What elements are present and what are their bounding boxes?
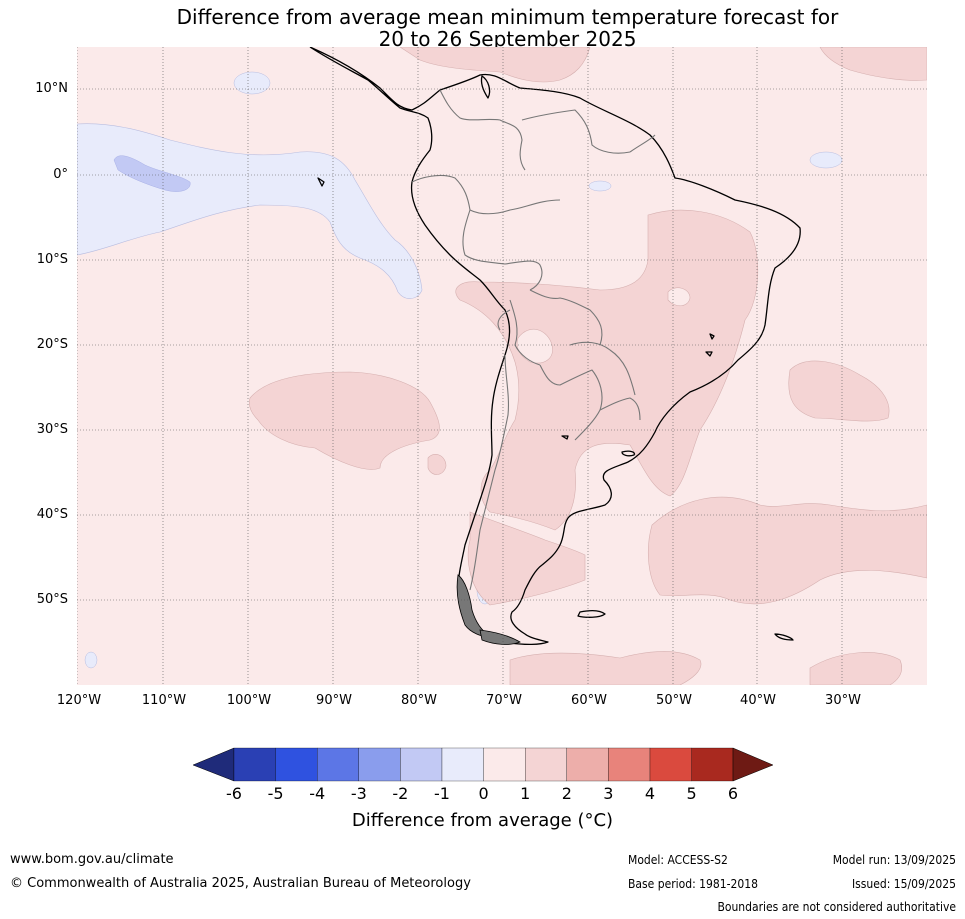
colorbar-swatch: [649, 747, 692, 782]
lat-label-20S: 20°S: [36, 337, 68, 352]
anomaly-region-cool-core: [113, 155, 191, 192]
graticule: [77, 47, 927, 685]
lon-label-80W: 80°W: [401, 693, 437, 708]
colorbar-extend-high: [732, 747, 774, 782]
colorbar-swatch: [233, 747, 276, 782]
colorbar-tick: -6: [226, 784, 242, 803]
colorbar-tick: 6: [727, 784, 739, 803]
colorbar-tick: 5: [686, 784, 697, 803]
lat-label-30S: 30°S: [36, 422, 68, 437]
lon-label-30W: 30°W: [825, 693, 861, 708]
colorbar-swatch: [400, 747, 443, 782]
colorbar-swatch: [317, 747, 359, 782]
lon-label-40W: 40°W: [740, 693, 776, 708]
colorbar-tick: -3: [350, 784, 367, 803]
colorbar-swatch: [441, 747, 484, 782]
map-title-line2: 20 to 26 September 2025: [378, 27, 637, 51]
colorbar-tick: 1: [520, 784, 531, 803]
anomaly-region-cool-small: [84, 651, 98, 669]
footer-model: Model: ACCESS-S2: [628, 853, 728, 867]
lat-label-40S: 40°S: [36, 507, 68, 522]
colorbar-tick: -4: [309, 784, 326, 803]
lon-label-70W: 70°W: [486, 693, 522, 708]
colorbar-tick: 3: [603, 784, 614, 803]
footer-model-run: Model run: 13/09/2025: [832, 853, 956, 867]
map-title-line1: Difference from average mean minimum tem…: [176, 5, 839, 29]
colorbar-extend-low: [192, 747, 235, 782]
colorbar-swatch: [608, 747, 651, 782]
lon-label-100W: 100°W: [226, 693, 272, 708]
lon-label-110W: 110°W: [141, 693, 187, 708]
lat-label-50S: 50°S: [36, 592, 68, 607]
lon-label-50W: 50°W: [656, 693, 692, 708]
lat-label-0: 0°: [53, 167, 68, 182]
colorbar-tick: -2: [392, 784, 409, 803]
lat-label-10N: 10°N: [35, 81, 68, 96]
colorbar-tick: -5: [267, 784, 284, 803]
lat-label-10S: 10°S: [36, 252, 68, 267]
footer-website[interactable]: www.bom.gov.au/climate: [10, 852, 174, 867]
colorbar-swatch: [483, 747, 526, 782]
colorbar-tick: -1: [434, 784, 450, 803]
colorbar-swatch: [358, 747, 401, 782]
colorbar-swatch: [275, 747, 318, 782]
coastline-south-america: [309, 47, 801, 646]
footer-disclaimer: Boundaries are not considered authoritat…: [717, 900, 956, 914]
footer-copyright: © Commonwealth of Australia 2025, Austra…: [10, 876, 471, 891]
anomaly-region-cool-small: [809, 151, 843, 169]
footer-issued: Issued: 15/09/2025: [851, 877, 956, 891]
colorbar-swatch: [691, 747, 734, 782]
country-boundaries: [411, 89, 656, 591]
patagonia-islands: [456, 574, 521, 645]
colorbar-swatch: [566, 747, 609, 782]
lon-label-120W: 120°W: [56, 693, 102, 708]
anomaly-region-cool-small: [233, 71, 271, 95]
colorbar-label: Difference from average (°C): [351, 810, 614, 831]
colorbar-tick: 2: [561, 784, 572, 803]
lon-label-90W: 90°W: [316, 693, 352, 708]
colorbar-tick: 0: [478, 784, 489, 803]
footer-base-period: Base period: 1981-2018: [628, 877, 759, 891]
lon-label-60W: 60°W: [571, 693, 607, 708]
forecast-map: [77, 47, 927, 685]
colorbar-tick: 4: [644, 784, 656, 803]
colorbar-swatch: [525, 747, 567, 782]
anomaly-region-cool-small: [588, 180, 612, 192]
